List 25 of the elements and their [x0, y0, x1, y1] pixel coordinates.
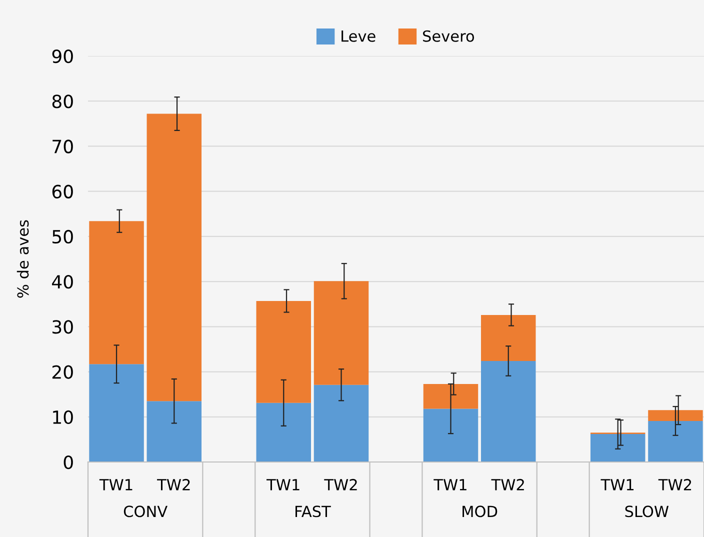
x-tick-label: TW2: [157, 478, 190, 490]
y-tick-label: 10: [53, 410, 73, 424]
x-tick-label: TW1: [266, 479, 300, 490]
y-tick-label: 40: [52, 275, 73, 289]
y-tick-label: 50: [52, 230, 73, 244]
x-tick-label: TW2: [658, 478, 692, 490]
text: FAST: [296, 506, 331, 518]
x-tick-label: TW1: [600, 479, 634, 490]
y-tick-label: 70: [52, 140, 73, 154]
y-tick-label: 80: [52, 94, 73, 108]
text: CONV: [124, 506, 168, 518]
x-tick-label: TW1: [99, 479, 132, 490]
y-tick-label: 30: [52, 320, 73, 334]
x-tick-label: TW2: [324, 478, 357, 490]
text: MOD: [462, 506, 498, 518]
y-tick-label: 90: [52, 49, 73, 64]
x-tick-label: TW2: [491, 478, 524, 490]
y-axis-title: % de aves: [16, 220, 29, 298]
y-tick-label: 0: [64, 455, 73, 470]
y-tick-label: 60: [52, 184, 73, 198]
x-tick-label: TW1: [434, 479, 466, 490]
legend-label: Severo: [423, 30, 474, 42]
legend-label: Leve: [342, 30, 376, 42]
text: SLOW: [625, 506, 669, 518]
y-tick-label: 20: [52, 365, 73, 379]
